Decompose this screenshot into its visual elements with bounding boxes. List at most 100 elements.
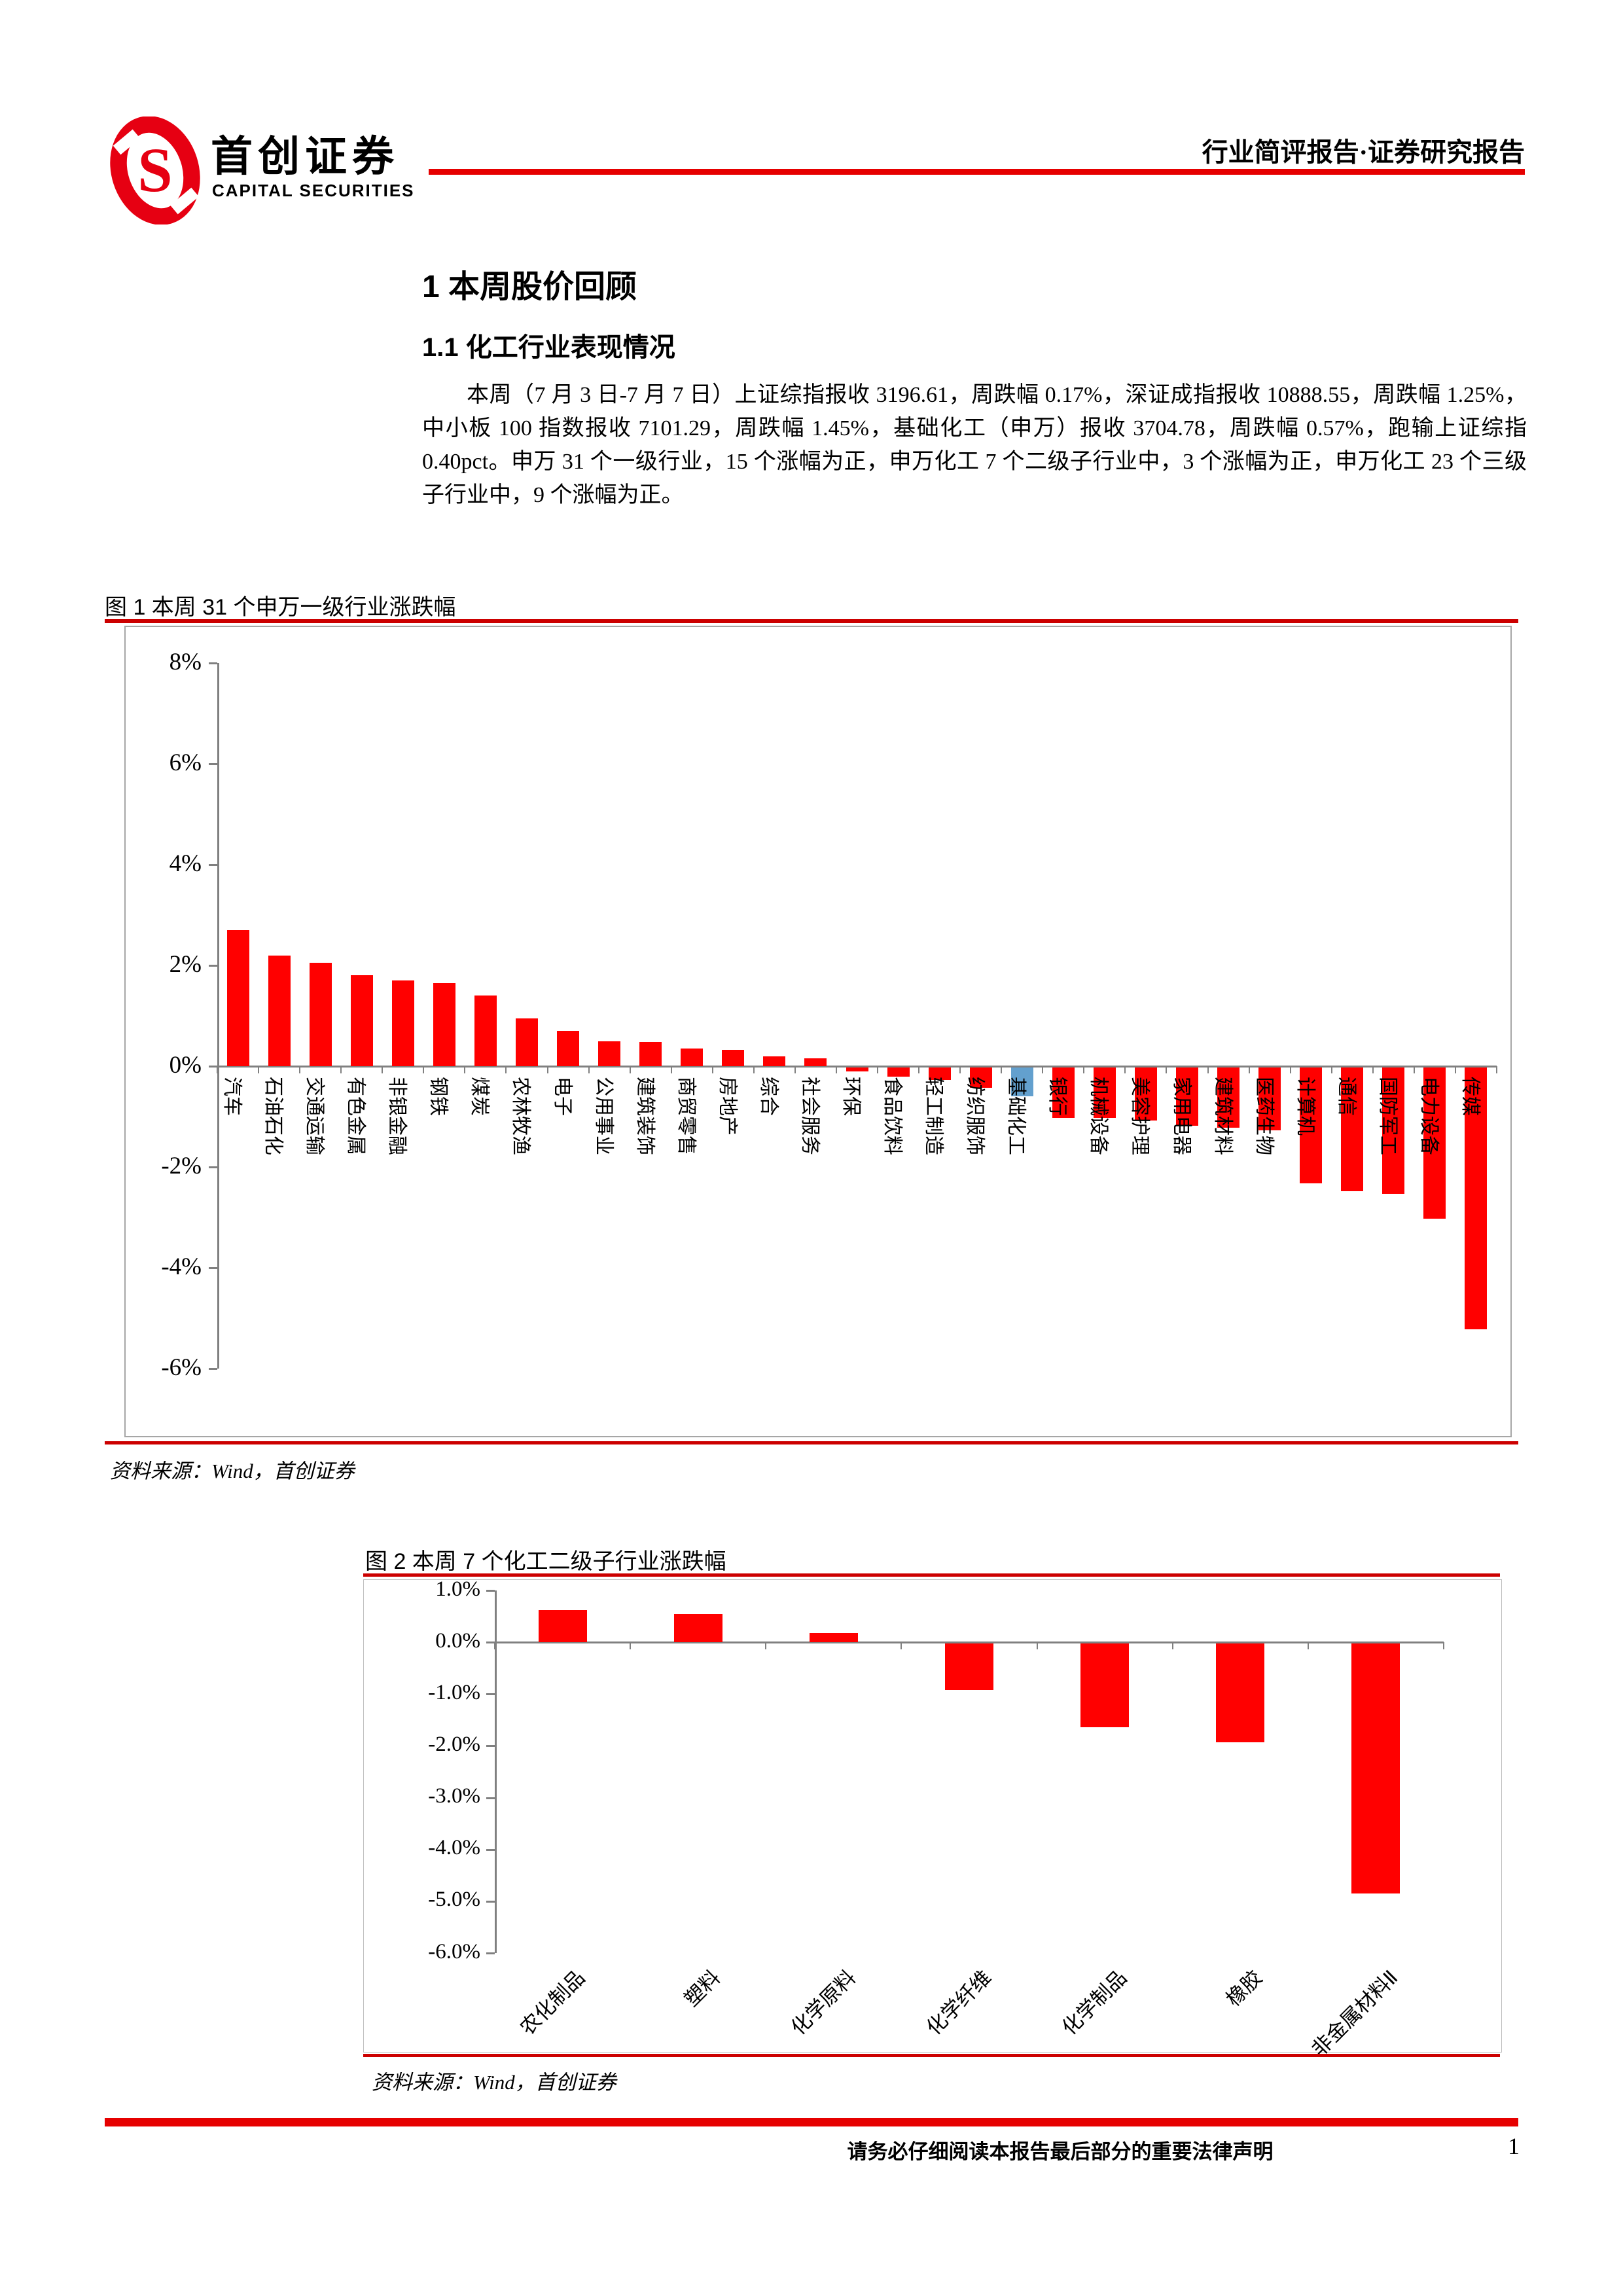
x-axis-label: 医药生物 — [1253, 1077, 1275, 1155]
header-divider — [429, 169, 1525, 175]
x-axis-label: 化学原料 — [786, 1965, 861, 2040]
capital-securities-logo-icon: S — [106, 116, 204, 225]
footer-divider — [105, 2118, 1518, 2126]
x-axis-label: 化学纤维 — [921, 1965, 996, 2040]
bar — [1093, 1067, 1116, 1118]
x-axis-label: 传媒 — [1459, 1077, 1481, 1116]
bar — [474, 996, 497, 1066]
x-axis-tick — [1036, 1642, 1038, 1650]
bar — [1465, 1067, 1488, 1330]
x-axis-tick — [546, 1066, 548, 1073]
x-axis-tick — [794, 1066, 796, 1073]
y-axis-label: 0.0% — [435, 1628, 480, 1653]
section-title: 1 本周股价回顾 — [422, 270, 637, 304]
bar — [1080, 1643, 1130, 1728]
brand-name-cn: 首创证券 — [211, 133, 399, 180]
bar — [1217, 1067, 1240, 1128]
x-axis-tick — [1372, 1066, 1374, 1073]
svg-text:S: S — [137, 135, 172, 205]
bar — [681, 1049, 704, 1066]
figure1-caption: 图 1 本周 31 个申万一级行业涨跌幅 — [105, 595, 456, 620]
y-axis-tick — [209, 965, 217, 967]
bar — [1382, 1067, 1405, 1194]
y-axis-tick — [209, 1368, 217, 1370]
x-axis-tick — [753, 1066, 755, 1073]
y-axis-label: 4% — [169, 850, 202, 878]
bar — [639, 1042, 662, 1066]
x-axis-label: 橡胶 — [1222, 1965, 1267, 2011]
x-axis-tick — [765, 1642, 767, 1650]
y-axis-tick — [209, 763, 217, 765]
x-axis-label: 食品饮料 — [882, 1077, 904, 1155]
x-axis-tick — [1307, 1642, 1309, 1650]
x-axis-label: 电力设备 — [1418, 1077, 1440, 1155]
figure2-bottom-rule — [363, 2054, 1500, 2057]
x-axis-tick — [877, 1066, 879, 1073]
y-axis-label: -4% — [161, 1253, 202, 1281]
y-axis-tick — [209, 662, 217, 664]
x-axis-tick — [835, 1066, 837, 1073]
y-axis-tick — [486, 1590, 495, 1592]
x-axis-tick — [464, 1066, 466, 1073]
bar — [433, 982, 455, 1066]
chemical-subsector-bar-chart: 1.0% 0.0% -1.0% -2.0% -3.0% -4.0% -5.0% -6.0% 农化… — [363, 1577, 1502, 2061]
x-axis-label: 交通运输 — [304, 1077, 326, 1155]
y-axis-tick — [486, 1641, 495, 1644]
y-axis-tick — [209, 1066, 217, 1067]
bar — [1052, 1067, 1075, 1118]
x-axis-tick — [1042, 1066, 1044, 1073]
x-axis-label: 塑料 — [679, 1965, 725, 2011]
figure2-caption: 图 2 本周 7 个化工二级子行业涨跌幅 — [365, 1549, 726, 1574]
page-number: 1 — [1508, 2133, 1520, 2159]
bar — [1341, 1067, 1364, 1191]
bar — [969, 1067, 992, 1088]
x-axis-tick — [1171, 1642, 1173, 1650]
y-axis-label: -5.0% — [428, 1888, 480, 1912]
x-axis-label: 有色金属 — [345, 1077, 367, 1155]
y-axis-tick — [486, 1900, 495, 1903]
industry-bar-chart: 8% 6% 4% 2% 0% -2% -4% -6% 汽车 石油石化 交通运输 有色金属 非银金融 钢铁煤… — [124, 626, 1512, 1437]
x-axis-label: 石油石化 — [262, 1077, 285, 1155]
x-axis-label: 社会服务 — [798, 1077, 821, 1155]
x-axis-tick — [918, 1066, 920, 1073]
y-axis-label: 6% — [169, 749, 202, 777]
bar — [1010, 1067, 1033, 1096]
y-axis-line — [495, 1590, 497, 1953]
x-axis-tick — [217, 1066, 218, 1073]
x-axis-tick — [1330, 1066, 1332, 1073]
bar — [515, 1018, 538, 1066]
x-axis-label: 建筑装饰 — [633, 1077, 656, 1155]
x-axis-tick — [1001, 1066, 1003, 1073]
x-axis-tick — [1124, 1066, 1126, 1073]
bar — [1300, 1067, 1323, 1184]
y-axis-label: -6.0% — [428, 1939, 480, 1964]
y-axis-tick — [209, 1166, 217, 1168]
x-axis-tick — [630, 1642, 632, 1650]
figure1-top-rule — [105, 619, 1518, 623]
x-axis-tick — [1248, 1066, 1250, 1073]
bar — [673, 1613, 722, 1643]
bar — [309, 963, 332, 1066]
bar — [226, 930, 249, 1066]
y-axis-tick — [486, 1848, 495, 1851]
x-axis-tick — [1413, 1066, 1415, 1073]
x-axis-tick — [1083, 1066, 1085, 1073]
bar — [928, 1067, 951, 1081]
x-axis-tick — [711, 1066, 713, 1073]
x-axis-tick — [1289, 1066, 1291, 1073]
y-axis-tick — [486, 1745, 495, 1748]
x-axis-label: 化学制品 — [1058, 1965, 1132, 2040]
bar — [391, 980, 414, 1066]
x-axis-tick — [1443, 1642, 1444, 1650]
bar — [1351, 1643, 1400, 1893]
x-axis-tick — [423, 1066, 425, 1073]
y-axis-label: 1.0% — [435, 1577, 480, 1601]
bar — [804, 1058, 827, 1066]
y-axis-label: -2% — [161, 1153, 202, 1180]
x-axis-label: 钢铁 — [427, 1077, 450, 1116]
x-axis-label: 非银金融 — [386, 1077, 408, 1155]
y-axis-tick — [209, 1267, 217, 1269]
x-axis-label: 家用电器 — [1170, 1077, 1192, 1155]
y-axis-tick — [209, 864, 217, 866]
y-axis-label: 0% — [169, 1052, 202, 1079]
